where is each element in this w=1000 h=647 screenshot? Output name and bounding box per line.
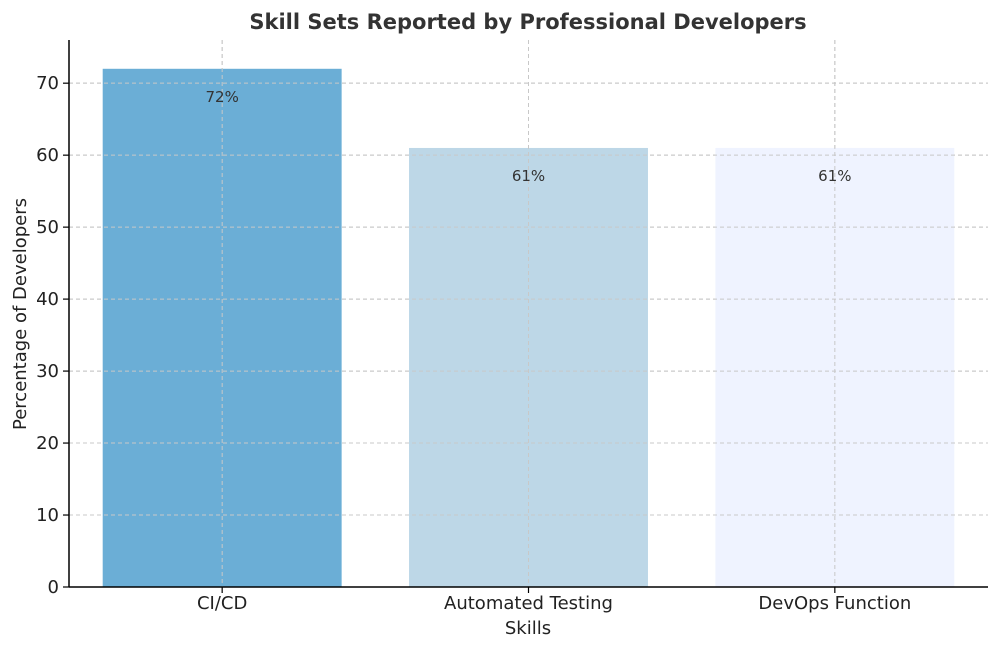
x-tick-label: Automated Testing — [444, 593, 613, 614]
y-tick-label: 50 — [36, 217, 59, 238]
bar-devops-function — [715, 147, 955, 588]
y-tick-label: 10 — [36, 505, 59, 526]
y-tick-label: 0 — [48, 577, 59, 598]
y-tick-label: 20 — [36, 433, 59, 454]
bar-automated-testing — [409, 147, 648, 588]
x-tick-label: DevOps Function — [758, 593, 911, 614]
ticks-layer: 0 10 20 30 40 50 60 70 CI/CD Automated Testing Dev… — [36, 73, 911, 614]
x-tick-label: CI/CD — [197, 593, 247, 614]
x-axis-label: Skills — [505, 618, 551, 639]
chart-title: Skill Sets Reported by Professional Deve… — [249, 10, 806, 34]
y-axis-label: Percentage of Developers — [10, 198, 31, 430]
data-labels-layer: 72% 61% 61% — [69, 40, 988, 587]
y-tick-label: 60 — [36, 145, 59, 166]
y-tick-label: 30 — [36, 361, 59, 382]
data-label: 61% — [818, 167, 851, 185]
data-label: 61% — [512, 167, 545, 185]
y-tick-label: 40 — [36, 289, 59, 310]
y-tick-label: 70 — [36, 73, 59, 94]
data-label: 72% — [205, 88, 238, 106]
